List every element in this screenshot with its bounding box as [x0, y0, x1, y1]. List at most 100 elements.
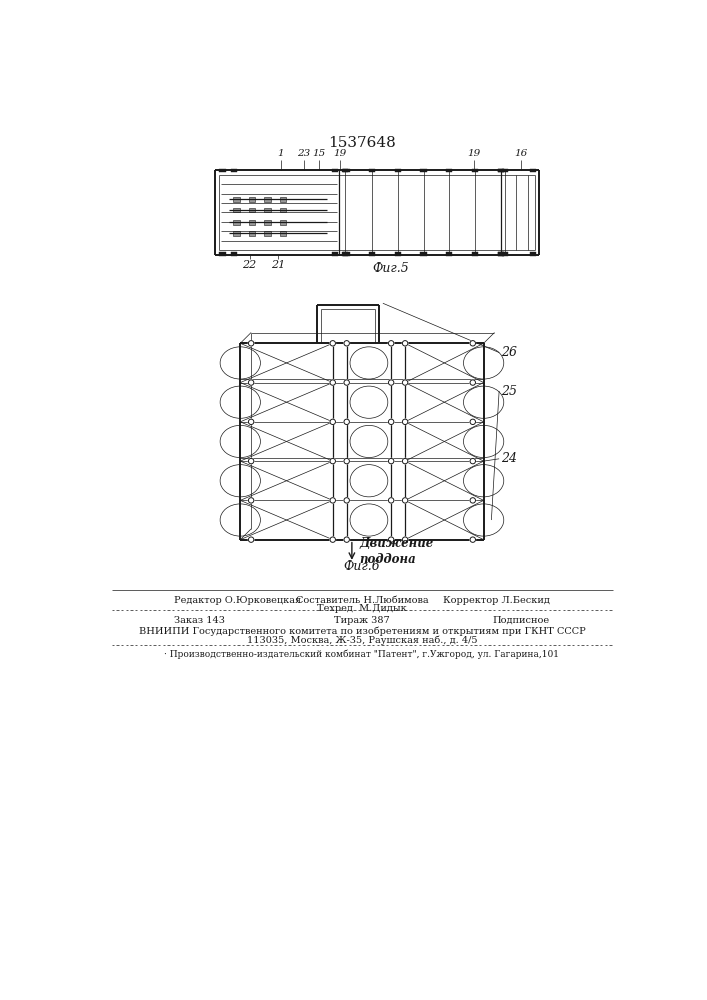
Bar [498, 169, 504, 172]
Bar [341, 169, 348, 172]
Circle shape [330, 537, 335, 542]
Text: 25: 25 [501, 385, 518, 398]
Text: Техред  М.Дидык: Техред М.Дидык [317, 604, 407, 613]
Bar [249, 220, 255, 225]
Circle shape [330, 341, 335, 346]
Circle shape [470, 419, 476, 425]
Circle shape [344, 498, 349, 503]
Text: Движение
поддона: Движение поддона [360, 537, 434, 566]
Bar [219, 169, 226, 172]
Circle shape [330, 419, 335, 425]
Circle shape [330, 380, 335, 385]
Circle shape [344, 380, 349, 385]
Circle shape [470, 341, 476, 346]
Text: ВНИИПИ Государственного комитета по изобретениям и открытиям при ГКНТ СССР: ВНИИПИ Государственного комитета по изоб… [139, 627, 585, 636]
Bar [264, 231, 271, 235]
Bar [231, 252, 237, 256]
Circle shape [330, 458, 335, 464]
Text: Подписное: Подписное [492, 616, 549, 625]
Circle shape [470, 380, 476, 385]
Bar [233, 231, 240, 235]
Bar [502, 252, 508, 256]
Text: Фиг.6: Фиг.6 [344, 560, 380, 573]
Text: Фиг.5: Фиг.5 [373, 262, 409, 275]
Bar [231, 169, 237, 172]
Bar [249, 197, 255, 202]
Circle shape [344, 458, 349, 464]
Circle shape [344, 419, 349, 425]
Text: 1537648: 1537648 [328, 136, 396, 150]
Text: Тираж 387: Тираж 387 [334, 616, 390, 625]
Circle shape [344, 341, 349, 346]
Bar [421, 169, 426, 172]
Circle shape [388, 341, 394, 346]
Bar [233, 220, 240, 225]
Bar [369, 252, 375, 256]
Text: 22: 22 [243, 260, 257, 270]
Circle shape [248, 341, 254, 346]
Bar [332, 252, 338, 256]
Circle shape [248, 458, 254, 464]
Bar [280, 197, 286, 202]
Bar [395, 169, 401, 172]
Text: 1: 1 [277, 149, 284, 158]
Circle shape [402, 341, 408, 346]
Bar [219, 252, 226, 256]
Bar [264, 197, 271, 202]
Bar [280, 208, 286, 212]
Circle shape [388, 380, 394, 385]
Text: 16: 16 [514, 149, 527, 158]
Circle shape [388, 458, 394, 464]
Circle shape [248, 537, 254, 542]
Text: Составитель Н.Любимова: Составитель Н.Любимова [296, 596, 428, 605]
Circle shape [388, 419, 394, 425]
Bar [498, 169, 504, 172]
Bar [280, 231, 286, 235]
Bar [249, 231, 255, 235]
Circle shape [470, 458, 476, 464]
Bar [249, 208, 255, 212]
Text: 19: 19 [468, 149, 481, 158]
Bar [233, 197, 240, 202]
Bar [344, 252, 349, 256]
Circle shape [388, 537, 394, 542]
Circle shape [402, 380, 408, 385]
Text: Заказ 143: Заказ 143 [174, 616, 225, 625]
Text: 15: 15 [312, 149, 326, 158]
Bar [341, 252, 348, 256]
Bar [498, 252, 504, 256]
Circle shape [248, 498, 254, 503]
Circle shape [402, 537, 408, 542]
Circle shape [248, 419, 254, 425]
Circle shape [402, 458, 408, 464]
Bar [233, 208, 240, 212]
Text: 26: 26 [501, 346, 518, 359]
Bar [264, 220, 271, 225]
Circle shape [388, 498, 394, 503]
Text: 21: 21 [271, 260, 286, 270]
Text: 24: 24 [501, 452, 518, 465]
Bar [498, 252, 504, 256]
Bar [332, 169, 338, 172]
Bar [421, 252, 426, 256]
Bar [530, 252, 537, 256]
Circle shape [248, 380, 254, 385]
Text: Корректор Л.Бескид: Корректор Л.Бескид [443, 596, 549, 605]
Bar [344, 169, 349, 172]
Bar [446, 169, 452, 172]
Text: 113035, Москва, Ж-35, Раушская наб., д. 4/5: 113035, Москва, Ж-35, Раушская наб., д. … [247, 636, 477, 645]
Circle shape [470, 498, 476, 503]
Bar [369, 169, 375, 172]
Circle shape [470, 537, 476, 542]
Bar [472, 252, 478, 256]
Bar [472, 169, 478, 172]
Bar [502, 169, 508, 172]
Circle shape [344, 537, 349, 542]
Circle shape [402, 498, 408, 503]
Bar [395, 252, 401, 256]
Bar [446, 252, 452, 256]
Text: 19: 19 [334, 149, 347, 158]
Text: · Производственно-издательский комбинат "Патент", г.Ужгород, ул. Гагарина,101: · Производственно-издательский комбинат … [165, 650, 559, 659]
Bar [530, 169, 537, 172]
Text: Редактор О.Юрковецкая: Редактор О.Юрковецкая [174, 596, 300, 605]
